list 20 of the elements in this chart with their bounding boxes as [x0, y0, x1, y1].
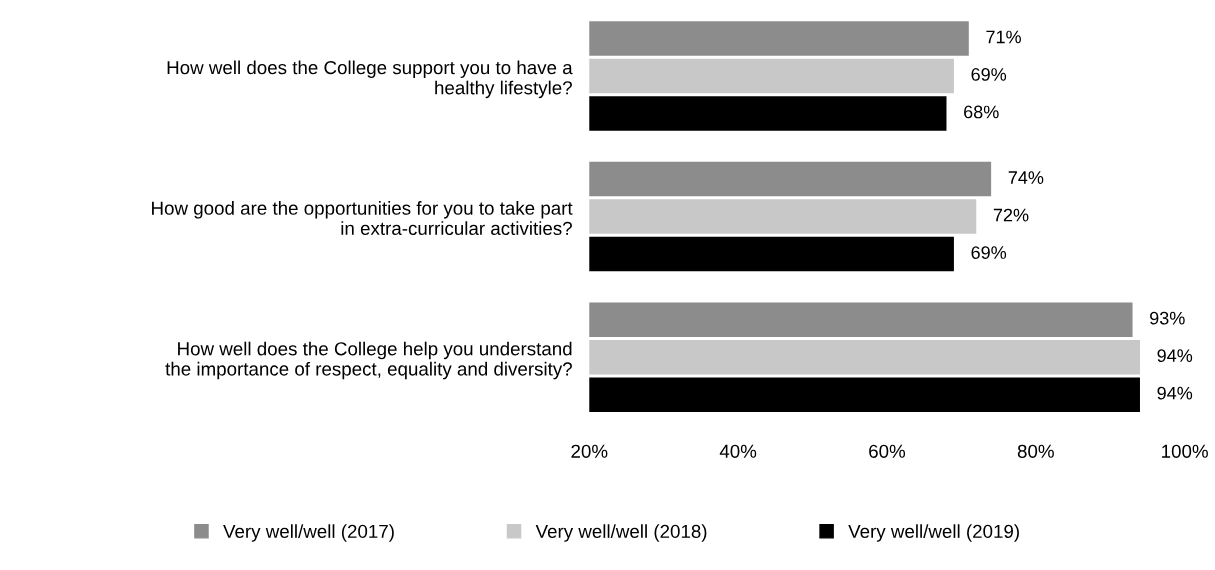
data-label: 68%	[964, 105, 999, 119]
data-label: 74%	[1008, 171, 1044, 184]
x-tick-label: 100%	[1162, 444, 1208, 458]
data-label: 71%	[986, 30, 1021, 44]
data-label: 94%	[1157, 349, 1193, 363]
y-tick-label: How well does the College support you to have a healthy lifestyle?	[167, 60, 573, 99]
x-tick-label: 80%	[1017, 444, 1054, 458]
data-label: 72%	[993, 208, 1029, 222]
data-label: 94%	[1157, 386, 1193, 400]
data-label: 69%	[971, 246, 1007, 259]
data-label: 93%	[1150, 311, 1185, 325]
y-tick-label: How well does the College help you understand the importance of respect, equality and diversity?	[165, 341, 572, 380]
y-tick-label: How good are the opportunities for you to take part in extra-curricular activities?	[152, 201, 573, 236]
legend-label: Very well/well (2019)	[848, 524, 1019, 542]
data-label: 69%	[971, 68, 1007, 81]
x-tick-label: 40%	[719, 444, 757, 458]
legend-label: Very well/well (2018)	[535, 524, 707, 542]
legend-label: Very well/well (2017)	[223, 524, 394, 542]
x-tick-label: 20%	[571, 444, 608, 458]
x-tick-label: 60%	[869, 444, 906, 458]
